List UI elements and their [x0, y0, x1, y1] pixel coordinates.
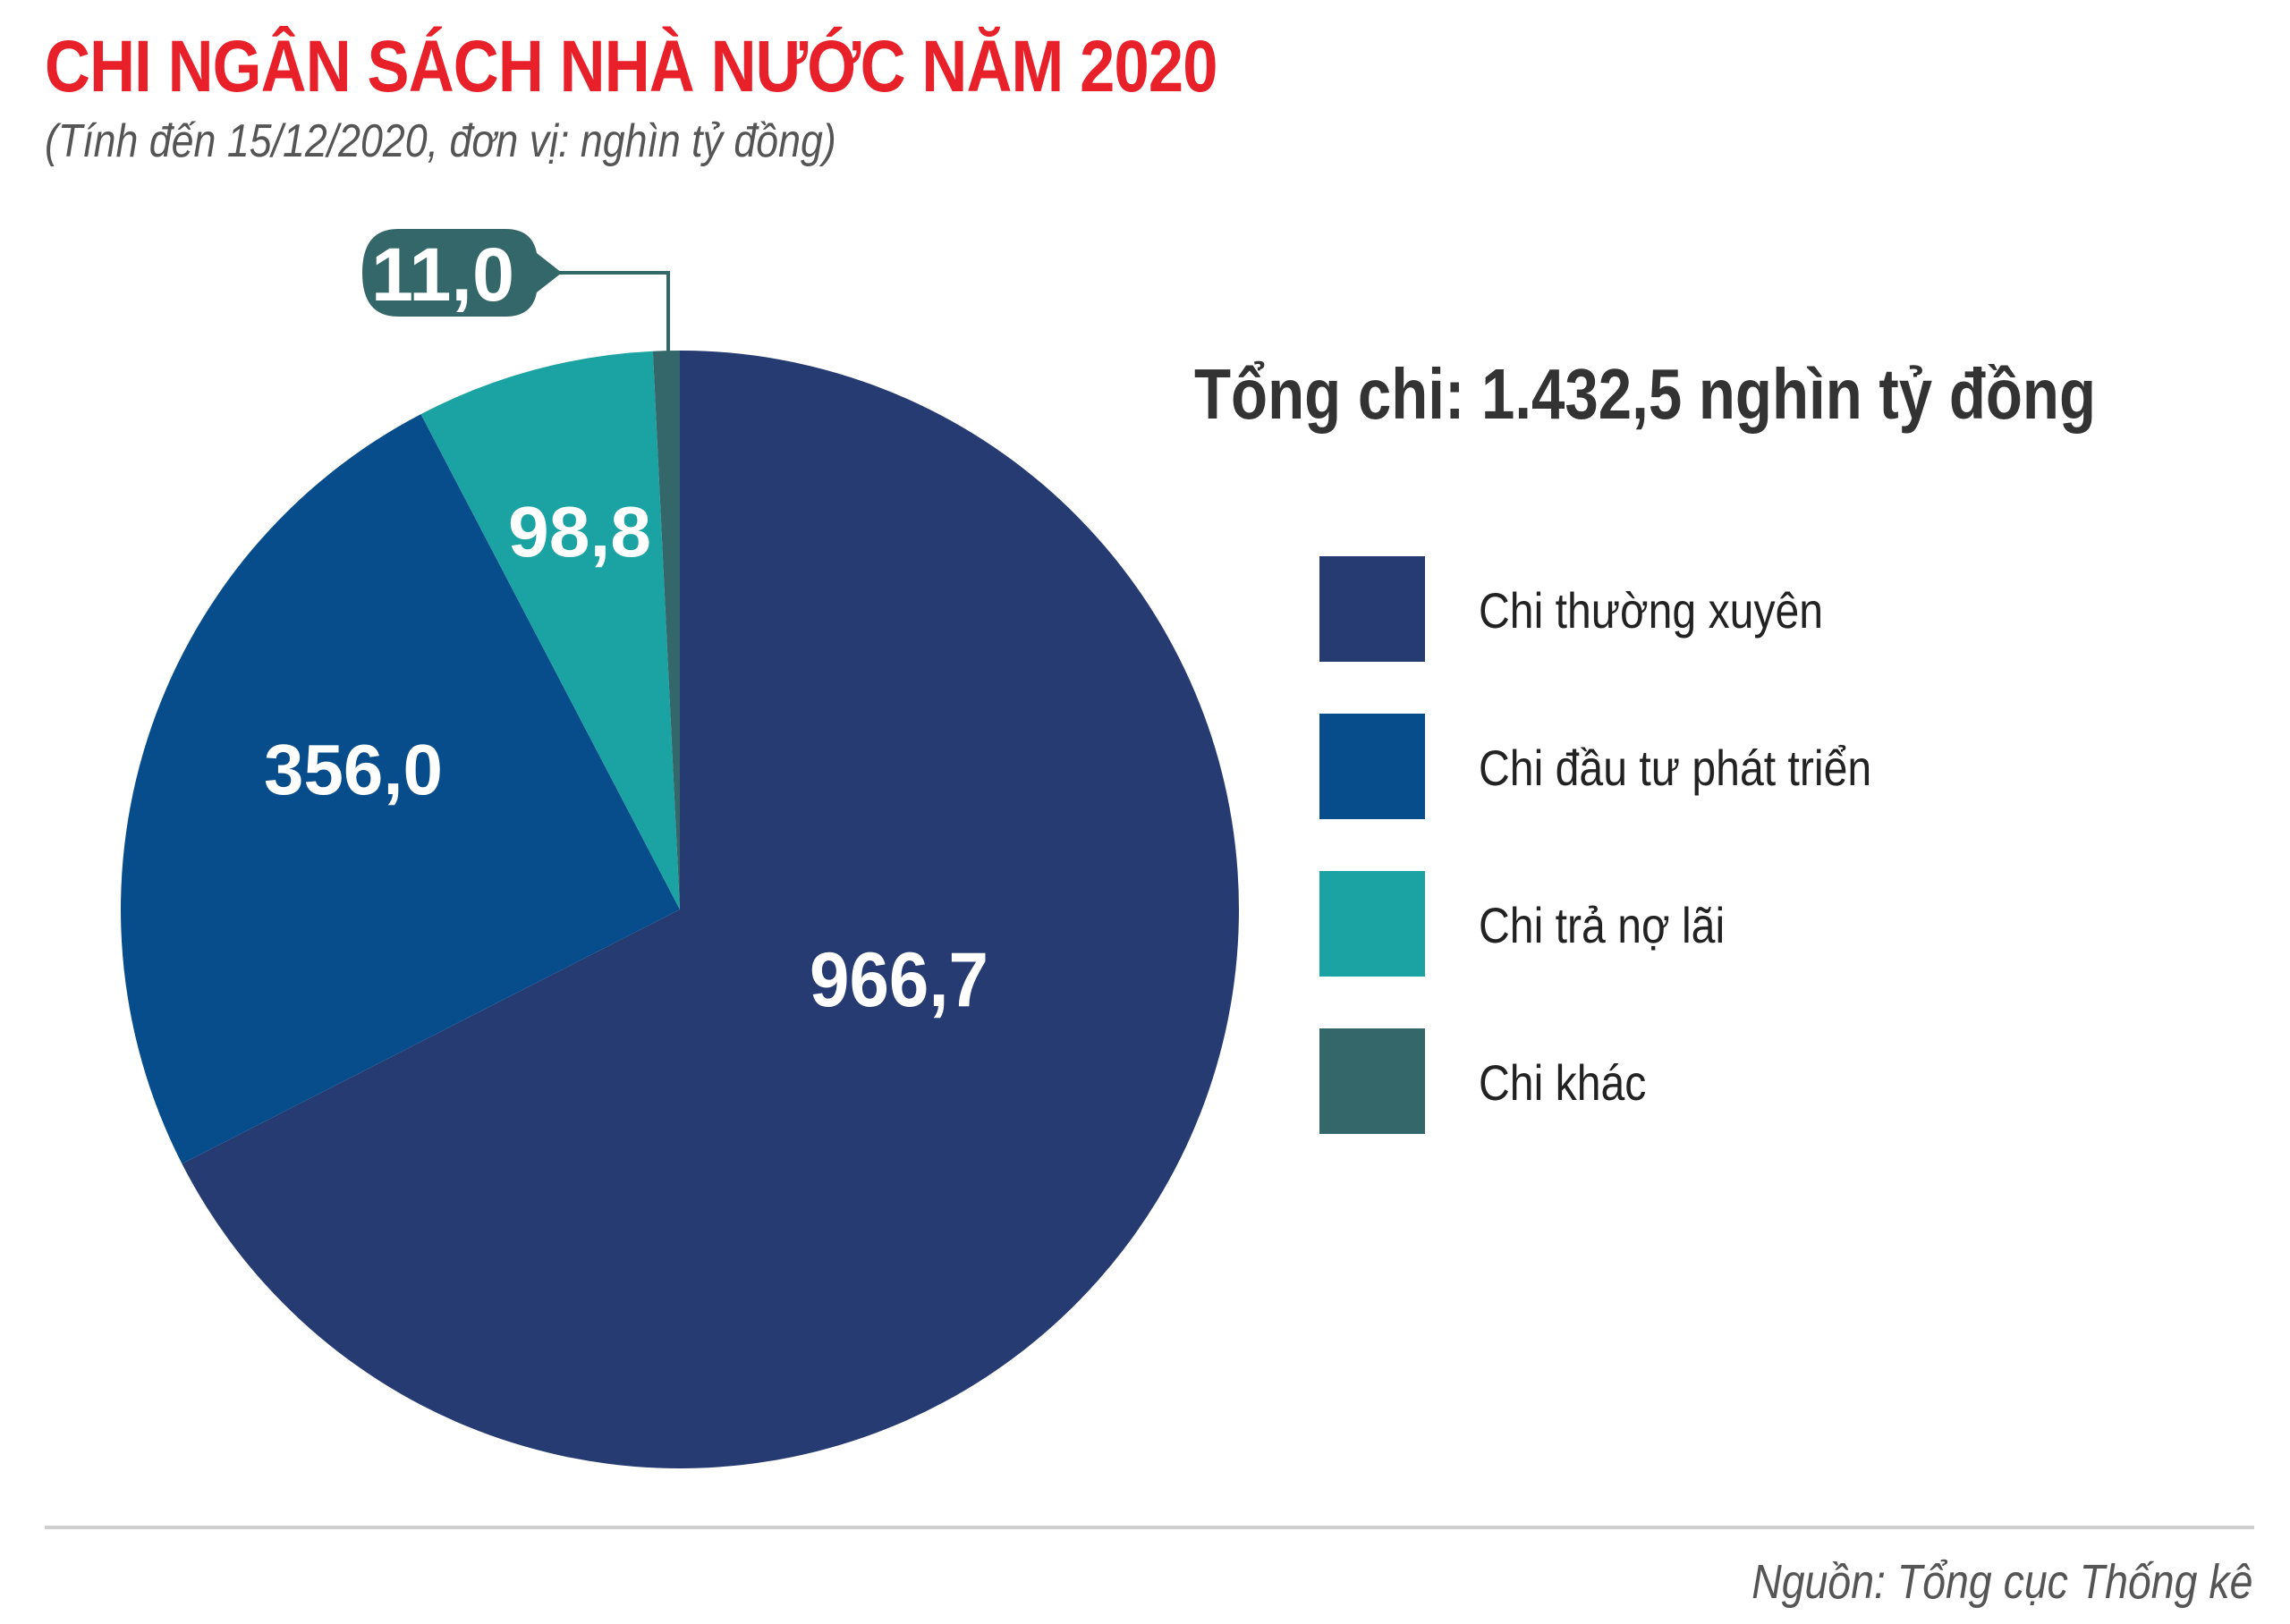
legend-label: Chi thường xuyên [1479, 582, 1824, 639]
pie-slice [182, 351, 1240, 1469]
legend-item: Chi đầu tư phát triển [1319, 714, 2125, 819]
total-spending-label: Tổng chi: 1.432,5 nghìn tỷ đồng [1194, 354, 2097, 434]
slice-value-label: 966,7 [810, 937, 988, 1023]
footer-divider [45, 1526, 2254, 1529]
slice-value-label: 356,0 [264, 730, 443, 809]
slice-value-label: 98,8 [508, 492, 651, 571]
pie-slice [652, 351, 680, 909]
legend-swatch [1319, 1028, 1425, 1134]
chart-subtitle: (Tính đến 15/12/2020, đơn vị: nghìn tỷ đ… [45, 115, 836, 167]
legend-label: Chi trả nợ lãi [1479, 897, 1726, 953]
legend-item: Chi khác [1319, 1028, 2125, 1134]
callout-bubble [362, 229, 562, 317]
legend-swatch [1319, 714, 1425, 819]
legend-label: Chi khác [1479, 1054, 1647, 1111]
chart-title: CHI NGÂN SÁCH NHÀ NƯỚC NĂM 2020 [45, 26, 1217, 107]
legend-label: Chi đầu tư phát triển [1479, 740, 1872, 796]
slice-value-label: 11,0 [371, 233, 514, 317]
legend-swatch [1319, 556, 1425, 662]
source-note: Nguồn: Tổng cục Thống kê [1751, 1555, 2252, 1609]
callout-leader-line [547, 271, 670, 353]
pie-slice [420, 351, 680, 910]
legend-item: Chi trả nợ lãi [1319, 871, 2125, 977]
pie-slice [121, 414, 681, 1164]
legend-swatch [1319, 871, 1425, 977]
legend-item: Chi thường xuyên [1319, 556, 2125, 662]
